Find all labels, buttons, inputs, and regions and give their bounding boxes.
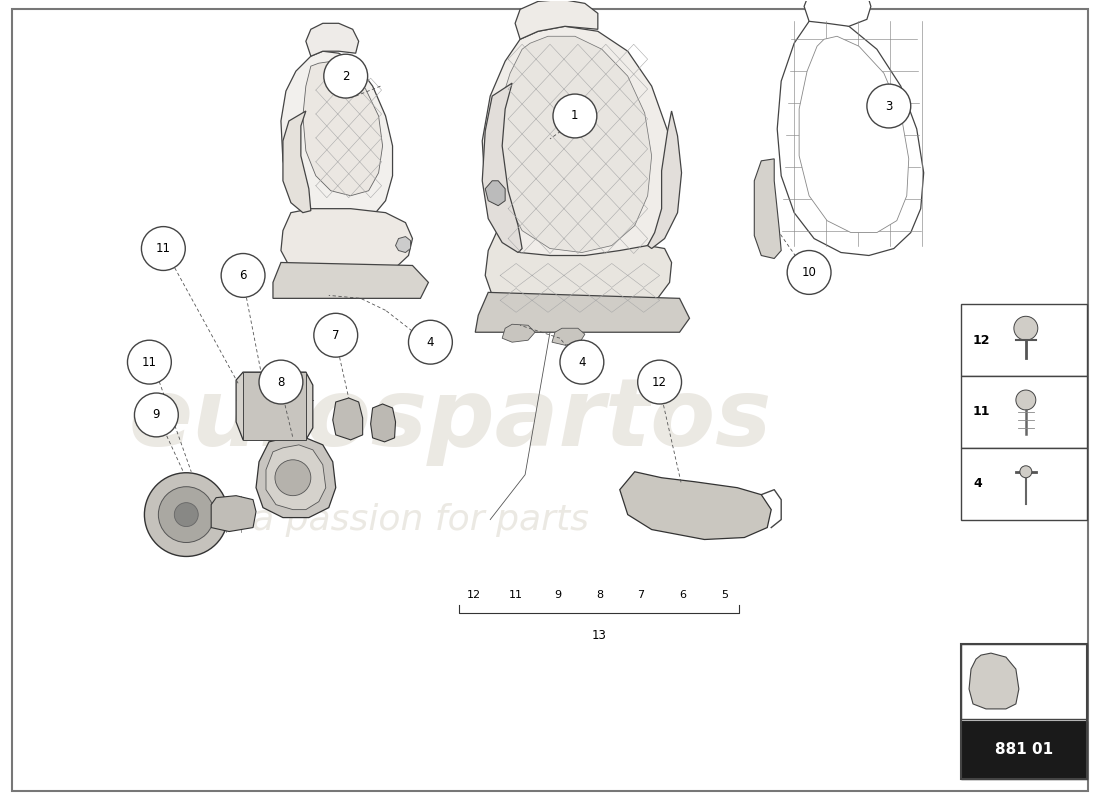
Polygon shape: [280, 209, 412, 281]
Polygon shape: [266, 445, 326, 510]
Text: 11: 11: [974, 406, 990, 418]
FancyBboxPatch shape: [961, 448, 1087, 519]
FancyBboxPatch shape: [961, 304, 1087, 376]
FancyBboxPatch shape: [12, 10, 1088, 790]
Circle shape: [144, 473, 228, 557]
Polygon shape: [256, 438, 336, 518]
Text: 881 01: 881 01: [996, 742, 1053, 758]
Polygon shape: [243, 372, 306, 440]
Polygon shape: [755, 159, 781, 258]
Circle shape: [275, 460, 311, 496]
Circle shape: [638, 360, 682, 404]
Text: 9: 9: [153, 409, 161, 422]
Circle shape: [408, 320, 452, 364]
FancyBboxPatch shape: [961, 644, 1087, 719]
Text: 10: 10: [802, 266, 816, 279]
Polygon shape: [778, 16, 924, 255]
Text: 12: 12: [468, 590, 482, 600]
Text: 13: 13: [592, 629, 607, 642]
Text: 1: 1: [571, 110, 579, 122]
Circle shape: [158, 486, 214, 542]
Polygon shape: [515, 0, 597, 39]
Polygon shape: [482, 83, 522, 253]
Text: 8: 8: [277, 375, 285, 389]
Text: 5: 5: [720, 590, 728, 600]
Text: 4: 4: [579, 356, 585, 369]
Text: 2: 2: [342, 70, 350, 82]
Text: eurospartos: eurospartos: [129, 374, 772, 466]
Circle shape: [314, 314, 358, 357]
Polygon shape: [371, 404, 396, 442]
Polygon shape: [495, 36, 651, 253]
Polygon shape: [283, 111, 311, 213]
Circle shape: [142, 226, 185, 270]
FancyBboxPatch shape: [961, 721, 1087, 778]
Circle shape: [560, 340, 604, 384]
Polygon shape: [485, 229, 672, 320]
Polygon shape: [302, 61, 383, 196]
Circle shape: [1014, 316, 1037, 340]
Circle shape: [174, 502, 198, 526]
Text: 3: 3: [886, 99, 892, 113]
Text: a passion for parts: a passion for parts: [252, 502, 589, 537]
Text: 8: 8: [596, 590, 603, 600]
Polygon shape: [273, 262, 428, 298]
Polygon shape: [485, 181, 505, 206]
Text: 6: 6: [240, 269, 246, 282]
Polygon shape: [648, 111, 682, 249]
Polygon shape: [280, 51, 393, 226]
Text: 6: 6: [679, 590, 686, 600]
Circle shape: [867, 84, 911, 128]
Polygon shape: [804, 0, 871, 26]
Text: 7: 7: [332, 329, 340, 342]
Circle shape: [1016, 390, 1036, 410]
Text: 11: 11: [156, 242, 170, 255]
Text: 11: 11: [142, 356, 157, 369]
Polygon shape: [396, 237, 410, 253]
Polygon shape: [482, 26, 672, 273]
Circle shape: [788, 250, 831, 294]
Polygon shape: [503, 324, 535, 342]
Text: 7: 7: [637, 590, 645, 600]
Text: 4: 4: [974, 478, 982, 490]
Text: 12: 12: [974, 334, 990, 346]
Text: 9: 9: [554, 590, 561, 600]
Polygon shape: [619, 472, 771, 539]
Polygon shape: [799, 36, 909, 233]
Text: 4: 4: [427, 336, 434, 349]
Polygon shape: [552, 328, 585, 345]
Circle shape: [1020, 466, 1032, 478]
Polygon shape: [333, 398, 363, 440]
Circle shape: [128, 340, 172, 384]
Circle shape: [553, 94, 597, 138]
Text: 12: 12: [652, 375, 667, 389]
Polygon shape: [236, 372, 312, 440]
Polygon shape: [306, 23, 359, 56]
Polygon shape: [475, 292, 690, 332]
Polygon shape: [211, 496, 256, 531]
FancyBboxPatch shape: [961, 376, 1087, 448]
Circle shape: [221, 254, 265, 298]
Polygon shape: [969, 653, 1019, 709]
Circle shape: [323, 54, 367, 98]
Circle shape: [258, 360, 303, 404]
Text: 11: 11: [509, 590, 522, 600]
Circle shape: [134, 393, 178, 437]
